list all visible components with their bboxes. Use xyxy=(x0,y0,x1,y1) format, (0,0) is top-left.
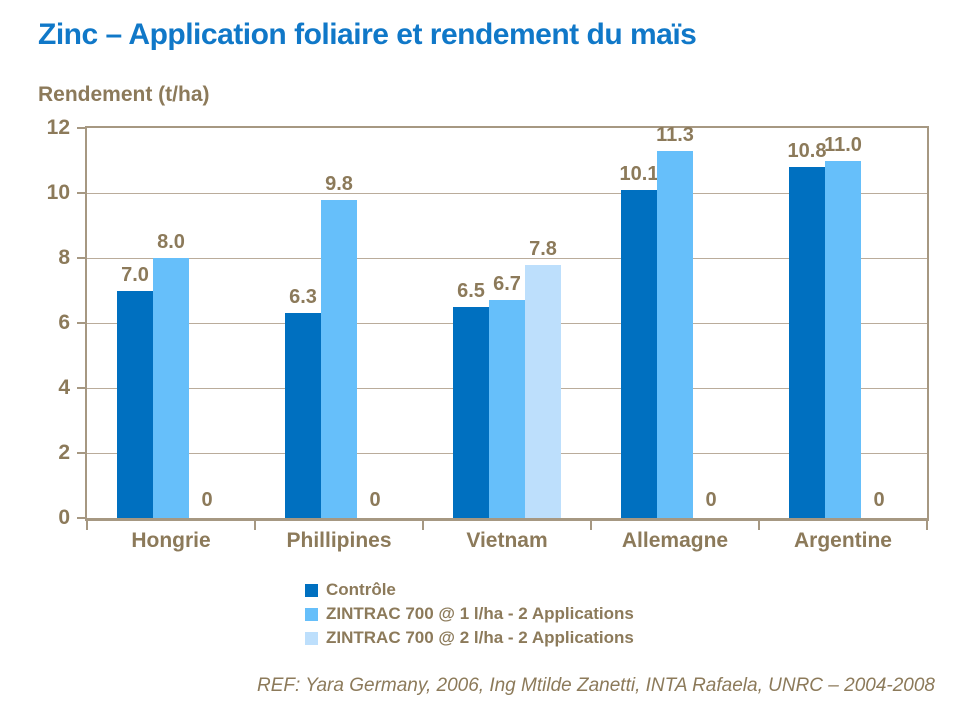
y-axis-tick-mark xyxy=(77,322,85,324)
legend-item-series2: ZINTRAC 700 @ 1 l/ha - 2 Applications xyxy=(305,602,634,626)
bar-argentine-series1 xyxy=(789,167,825,518)
bar-argentine-series2 xyxy=(825,160,861,518)
plot-area: 7.0 8.0 0 6.3 9.8 0 6.5 6.7 7.8 10.1 11.3 0 10.8 11.0… xyxy=(85,123,929,521)
y-axis-tick-label: 6 xyxy=(58,311,70,334)
y-axis-tick-label: 10 xyxy=(46,181,70,204)
y-axis-tick-mark xyxy=(77,192,85,194)
bar-value-label: 9.8 xyxy=(325,172,353,195)
y-axis-title: Rendement (t/ha) xyxy=(38,83,210,106)
bar-value-label: 6.3 xyxy=(289,286,317,309)
bar-value-label: 11.3 xyxy=(656,123,694,146)
bar-value-label: 11.0 xyxy=(824,133,862,156)
x-axis-category-label: Phillipines xyxy=(286,529,392,552)
legend: Contrôle ZINTRAC 700 @ 1 l/ha - 2 Applica… xyxy=(305,578,634,650)
bar-phillipines-series2 xyxy=(321,199,357,518)
bar-value-label: 7.8 xyxy=(529,237,557,260)
legend-swatch-series2 xyxy=(305,607,318,621)
bar-value-label: 6.7 xyxy=(493,273,521,296)
bar-vietnam-series1 xyxy=(453,306,489,518)
bar-value-label: 7.0 xyxy=(121,263,149,286)
y-axis-tick-mark xyxy=(77,517,85,519)
bar-vietnam-series2 xyxy=(489,300,525,518)
y-axis-tick-mark xyxy=(77,452,85,454)
bar-phillipines-series1 xyxy=(285,313,321,518)
y-axis-tick-label: 8 xyxy=(58,246,70,269)
bar-allemagne-series2 xyxy=(657,150,693,518)
bar-value-label: 0 xyxy=(705,489,717,511)
legend-item-series1: Contrôle xyxy=(305,578,634,602)
legend-swatch-series1 xyxy=(305,583,318,597)
x-axis-tick-mark xyxy=(422,521,424,530)
bar-value-label: 10.1 xyxy=(619,162,659,185)
legend-item-series3: ZINTRAC 700 @ 2 l/ha - 2 Applications xyxy=(305,626,634,650)
bar-vietnam-series3 xyxy=(525,264,561,518)
x-axis-category-label: Argentine xyxy=(793,529,892,552)
x-axis-tick-mark xyxy=(86,521,88,530)
y-axis-tick-mark xyxy=(77,127,85,129)
y-axis-tick-mark xyxy=(77,257,85,259)
bar-value-label: 6.5 xyxy=(457,279,485,302)
x-axis-category-label: Vietnam xyxy=(466,529,548,552)
x-axis-tick-mark xyxy=(926,521,928,530)
legend-label-series2: ZINTRAC 700 @ 1 l/ha - 2 Applications xyxy=(326,604,634,623)
bar-value-label: 10.8 xyxy=(787,140,827,162)
legend-label-series3: ZINTRAC 700 @ 2 l/ha - 2 Applications xyxy=(326,628,634,647)
bar-hongrie-series1 xyxy=(117,290,153,518)
x-axis-category-label: Allemagne xyxy=(621,529,729,552)
bar-allemagne-series1 xyxy=(621,189,657,518)
y-axis-tick-label: 4 xyxy=(58,376,70,399)
slide-title: Zinc – Application foliaire et rendement… xyxy=(38,18,697,51)
bar-hongrie-series2 xyxy=(153,258,189,518)
legend-swatch-series3 xyxy=(305,631,318,645)
bar-value-label: 8.0 xyxy=(157,231,185,253)
x-axis-tick-mark xyxy=(758,521,760,530)
legend-label-series1: Contrôle xyxy=(326,580,396,599)
gridline-y-8 xyxy=(87,258,927,259)
y-axis-tick-label: 0 xyxy=(58,506,70,529)
bar-value-label: 0 xyxy=(369,489,381,511)
bar-value-label: 0 xyxy=(201,489,213,511)
gridline-y-10 xyxy=(87,193,927,194)
x-axis-tick-mark xyxy=(254,521,256,530)
y-axis-tick-label: 12 xyxy=(46,116,70,139)
y-axis-tick-mark xyxy=(77,387,85,389)
bar-value-label: 0 xyxy=(873,489,885,511)
x-axis-category-label: Hongrie xyxy=(131,529,211,552)
x-axis-tick-mark xyxy=(590,521,592,530)
footer-reference: REF: Yara Germany, 2006, Ing Mtilde Zane… xyxy=(257,675,935,696)
y-axis-tick-label: 2 xyxy=(58,441,70,464)
